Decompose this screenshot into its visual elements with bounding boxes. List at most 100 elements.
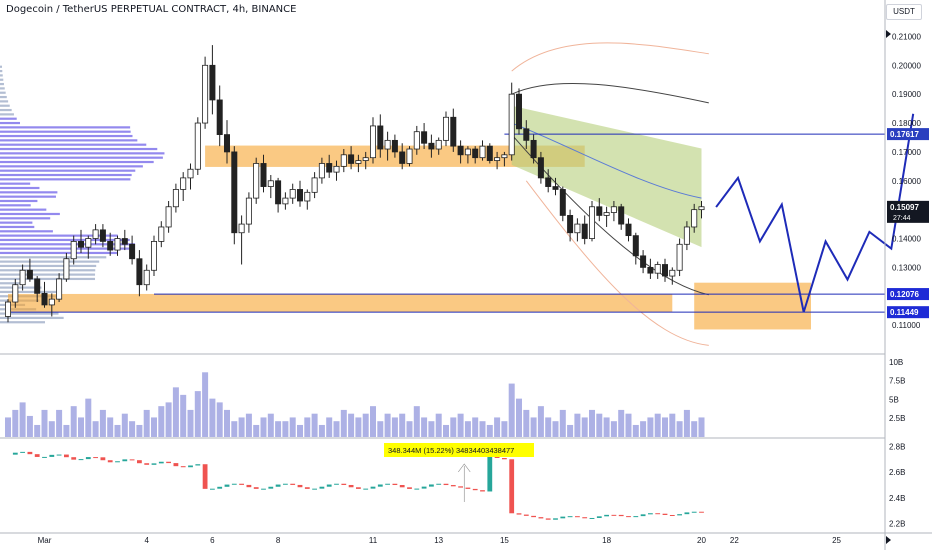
volume-bar	[625, 413, 632, 437]
oi-candle	[334, 483, 339, 485]
time-tick-label: 8	[276, 536, 281, 545]
oi-candle	[188, 465, 193, 468]
price-tick-label: 0.14000	[892, 235, 921, 244]
vol-layer	[5, 372, 705, 437]
candle	[121, 229, 128, 251]
volume-bar	[275, 421, 282, 437]
volume-bar	[129, 421, 136, 437]
regression-midline	[511, 122, 702, 199]
candle	[384, 131, 391, 161]
volume-bar	[494, 417, 501, 437]
time-tick-label: 4	[144, 536, 149, 545]
profile-bar	[0, 269, 96, 272]
oi-candle	[217, 486, 223, 489]
oi-candle	[399, 485, 405, 488]
volume-tick-label: 5B	[889, 395, 899, 404]
candle	[691, 203, 698, 233]
oi-candle	[480, 490, 485, 492]
oi-candle	[253, 487, 259, 489]
volume-bar	[647, 417, 654, 437]
oi-candle	[297, 484, 303, 488]
volume-bar	[669, 413, 676, 437]
volume-bar	[136, 424, 143, 437]
candle-body	[158, 226, 165, 242]
candle	[537, 151, 544, 184]
candle-body	[143, 269, 150, 286]
candle	[129, 235, 136, 265]
oi-candle	[326, 484, 332, 487]
annotation-arrow-outline-icon	[458, 463, 471, 502]
candle-body	[187, 168, 194, 179]
oi-candle	[545, 518, 551, 520]
oi-candle	[20, 451, 25, 453]
oi-candle	[304, 487, 310, 489]
candle	[172, 183, 179, 213]
volume-bar	[523, 409, 530, 437]
profile-bar	[0, 282, 26, 285]
profile-bar	[0, 100, 9, 103]
volume-bar	[581, 417, 588, 437]
profile-bar	[0, 182, 31, 185]
oi-candle	[560, 516, 566, 519]
oi-candle	[180, 466, 186, 468]
candle-body	[41, 292, 48, 306]
annotation-box	[384, 443, 534, 457]
candle-body	[567, 215, 574, 234]
candle	[603, 206, 610, 227]
candle	[348, 146, 355, 170]
oi-candle	[144, 463, 150, 465]
volume-bar	[450, 417, 457, 437]
candle-body	[362, 157, 369, 161]
currency-button[interactable]: USDT	[886, 4, 922, 20]
candle	[494, 151, 501, 170]
volume-bar	[326, 417, 333, 437]
candle-body	[640, 255, 647, 268]
profile-bar	[0, 191, 58, 194]
volume-bar	[34, 424, 41, 437]
oi-candle	[231, 483, 237, 485]
candle	[362, 151, 369, 170]
candle-body	[289, 189, 296, 199]
candle-body	[209, 64, 216, 101]
price-tag	[887, 200, 929, 223]
oi-candle	[385, 483, 390, 485]
current-price-label: 0.15097	[890, 203, 919, 212]
candle-body	[413, 131, 420, 150]
candle-body	[165, 206, 172, 228]
candle	[260, 154, 267, 193]
oi-candle	[275, 484, 281, 487]
volume-bar	[662, 417, 668, 437]
volume-bar	[56, 409, 63, 437]
candle	[479, 140, 486, 161]
price-tag	[887, 288, 929, 301]
candle	[676, 238, 683, 277]
volume-bar	[516, 398, 522, 437]
axis-marker-icon	[886, 536, 891, 544]
volume-bar	[260, 417, 267, 437]
candle	[202, 56, 209, 129]
profile-bar	[0, 195, 56, 198]
candle	[355, 154, 362, 173]
profile-bar	[0, 277, 96, 281]
volume-bar	[603, 417, 610, 437]
time-tick-label: 25	[832, 536, 841, 545]
volume-tick-label: 10B	[889, 358, 903, 367]
volume-bar	[114, 424, 121, 437]
oi-candle	[27, 451, 33, 455]
profile-bar	[0, 260, 100, 263]
candle	[552, 177, 559, 196]
oi-candle	[626, 516, 631, 518]
oi-candle	[122, 459, 128, 462]
candles-layer	[5, 45, 705, 323]
candle	[450, 108, 457, 152]
candle-body	[12, 284, 19, 303]
oi-candle	[677, 514, 682, 516]
volume-bar	[362, 413, 369, 437]
oi-candle	[34, 454, 40, 457]
candle	[589, 200, 596, 242]
oi-candle	[158, 461, 164, 464]
candle	[289, 183, 296, 204]
volume-bar	[443, 424, 449, 437]
candle-body	[479, 145, 486, 159]
